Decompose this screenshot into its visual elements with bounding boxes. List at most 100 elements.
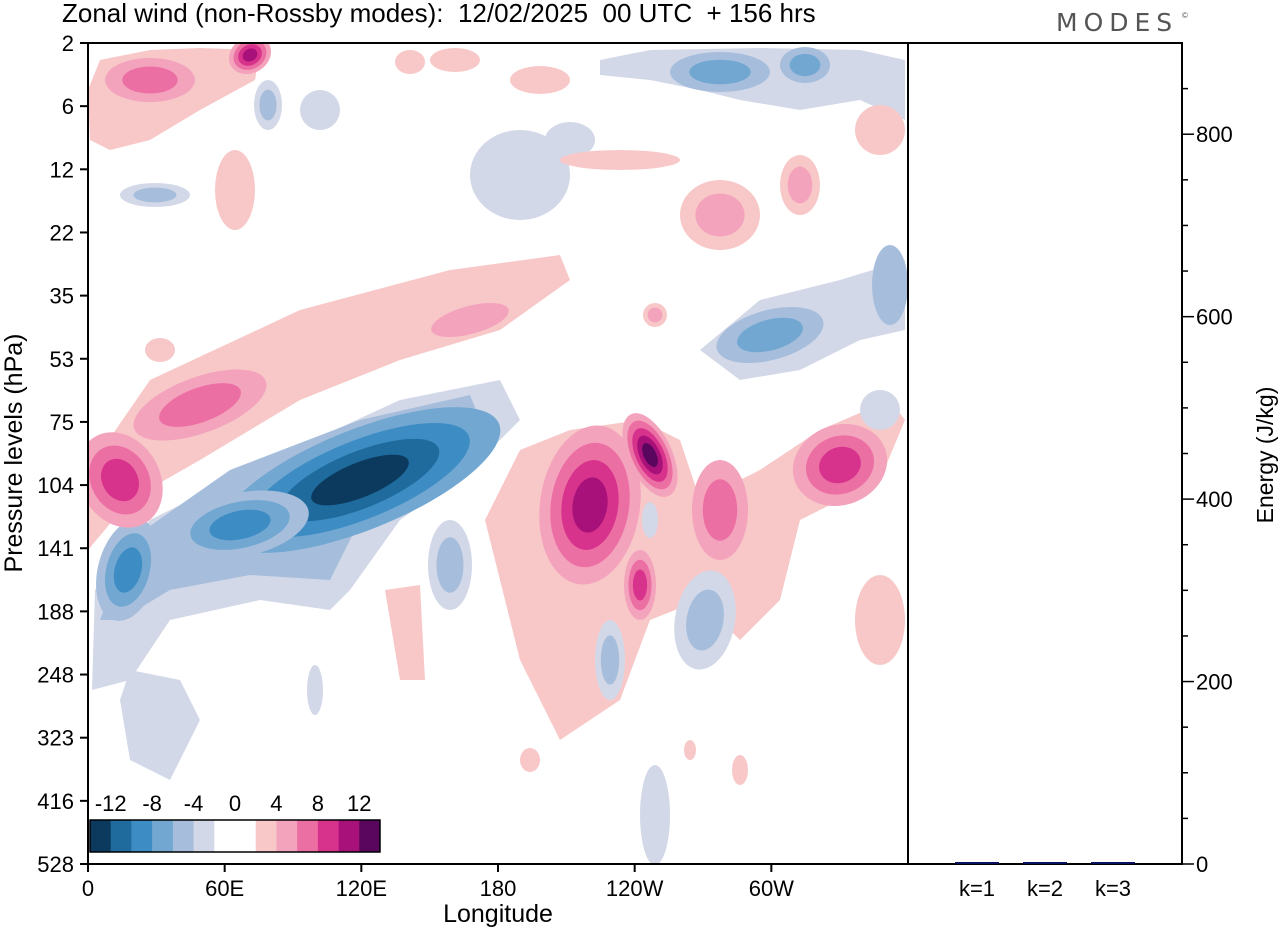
y-tick-label: 188 [37,599,74,624]
colorbar-swatch [317,820,340,852]
colorbar-label: -12 [95,791,127,816]
contour-blob [101,458,139,502]
contour-blob [436,537,464,593]
contour-blob [215,150,255,230]
x-axis-label: Longitude [443,900,553,928]
y-tick-label: 22 [50,220,74,245]
colorbar-swatch [338,820,360,852]
y-tick-label: 75 [50,410,74,435]
contour-blob [560,150,680,170]
colorbar-swatch [172,820,195,852]
colorbar-swatch [255,820,277,852]
colorbar-swatch [131,820,153,852]
colorbar-label: -4 [184,791,204,816]
energy-category-label: k=1 [959,876,995,901]
x-tick-label: 120W [606,876,664,901]
energy-axis: 0 200 400 600 800 [1182,87,1233,877]
contour-blob [702,479,738,541]
contour-blob [640,765,670,864]
y-tick-label: 416 [37,789,74,814]
colorbar-swatch [359,820,381,852]
contour-blob [431,302,509,338]
y-tick-label: 53 [50,347,74,372]
contour-blob [145,338,175,362]
contour-blob [242,48,258,62]
contour-blob [122,66,178,94]
colorbar-swatch [297,820,319,852]
energy-bar [1023,862,1067,864]
contour-blob [307,665,323,715]
colorbar-swatch [110,820,132,852]
energy-bars: k=1 k=2 k=3 [955,862,1135,901]
colorbar-frame [89,819,381,853]
contour-blob [572,477,608,533]
contour-blob [787,166,813,204]
contour-blob [395,50,425,74]
contour-blob [860,390,900,430]
contour-blob [647,307,663,323]
x-tick-label: 180 [480,876,517,901]
brand-copyright-mark: © [1182,11,1188,20]
colorbar-swatch [193,820,215,852]
y-tick-label: 248 [37,663,74,688]
energy-panel-frame [907,42,1183,865]
contour-blob [642,443,658,467]
energy-tick-label: 600 [1196,305,1233,330]
contour-band [385,585,425,680]
contour-blob [695,193,745,237]
y-tick-label: 323 [37,726,74,751]
contour-blob [300,90,340,130]
energy-bar [955,862,999,864]
x-tick-label: 0 [82,876,94,901]
contour-blob [689,59,751,85]
contour-blob [819,446,861,484]
y-tick-label: 6 [62,94,74,119]
energy-tick-label: 0 [1196,852,1208,877]
contour-blob [510,66,570,94]
contour-blob [545,122,595,158]
contour-blob [872,245,908,325]
brand-logo: MODES [1056,8,1179,37]
colorbar-label: 4 [270,791,282,816]
contour-blob [470,130,570,220]
y-tick-label: 12 [50,157,74,182]
contour-blob [732,755,748,785]
colorbar-label: 0 [229,791,241,816]
y-tick-label: 528 [37,852,74,877]
energy-category-label: k=3 [1095,876,1131,901]
contour-blob [632,569,648,601]
colorbar-swatch [214,820,236,852]
contour-blob [520,748,540,772]
colorbar-label: 8 [312,791,324,816]
colorbar-label: 12 [347,791,371,816]
y-tick-label: 2 [62,31,74,56]
contour-blob [113,547,143,593]
colorbar-label: -8 [142,791,162,816]
contour-blob [684,740,696,760]
energy-tick-label: 200 [1196,670,1233,695]
contour-band [120,670,200,780]
chart-title: Zonal wind (non-Rossby modes): 12/02/202… [62,0,816,28]
y-tick-label: 141 [37,536,74,561]
contour-blob [209,509,271,541]
contour-blob [311,454,409,506]
colorbar: -12 -8 -4 0 4 8 12 [89,791,381,853]
energy-tick-label: 400 [1196,487,1233,512]
energy-bar [1091,862,1135,864]
x-tick-label: 60E [205,876,244,901]
contour-blob [789,53,821,77]
contour-blob [855,575,905,665]
contour-blob [642,502,658,538]
contour-blob [737,317,803,353]
energy-axis-label: Energy (J/kg) [1252,387,1278,524]
contour-blob [600,635,620,685]
contour-blob [159,383,241,427]
energy-tick-label: 800 [1196,122,1233,147]
contour-field [88,43,908,864]
y-tick-label: 104 [37,473,74,498]
contour-blob [133,187,177,203]
colorbar-swatch [152,820,174,852]
x-tick-label: 60W [749,876,794,901]
contour-blob [686,589,724,651]
